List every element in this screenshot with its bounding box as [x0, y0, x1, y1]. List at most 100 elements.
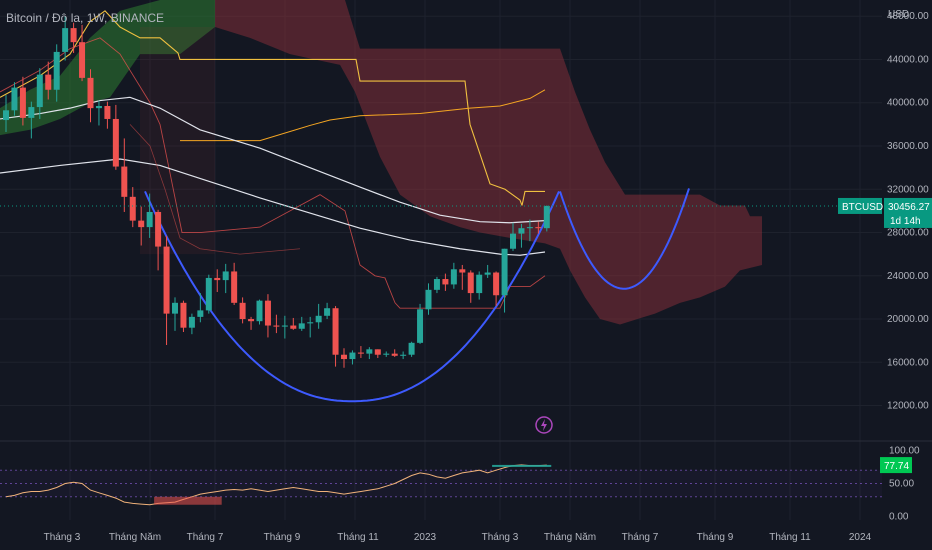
candle-body: [526, 227, 533, 229]
candle-body: [315, 315, 322, 323]
candle[interactable]: [493, 271, 500, 307]
candle[interactable]: [222, 263, 229, 294]
rsi-line: [5, 464, 547, 506]
candle[interactable]: [155, 209, 162, 271]
candle[interactable]: [129, 187, 136, 228]
candle[interactable]: [374, 349, 381, 358]
candle[interactable]: [231, 262, 238, 305]
candle[interactable]: [535, 221, 542, 234]
price-tick-label: 12000.00: [887, 401, 929, 412]
candle[interactable]: [417, 303, 424, 344]
candle[interactable]: [408, 341, 415, 357]
price-tag-text: 30456.27: [888, 202, 930, 213]
candle[interactable]: [70, 22, 77, 53]
candle[interactable]: [172, 297, 178, 331]
event-marker[interactable]: [535, 416, 553, 434]
price-tick-label: 36000.00: [887, 141, 929, 152]
candle[interactable]: [36, 68, 43, 119]
candle[interactable]: [138, 206, 145, 246]
candle[interactable]: [264, 294, 271, 338]
candle[interactable]: [307, 316, 314, 338]
candle[interactable]: [197, 293, 204, 323]
candle-body: [62, 28, 69, 52]
candle[interactable]: [324, 302, 331, 320]
candle[interactable]: [450, 262, 457, 289]
candle-body: [408, 342, 415, 355]
candle-body: [95, 105, 102, 109]
candle[interactable]: [332, 306, 339, 367]
candle[interactable]: [3, 95, 9, 132]
candle[interactable]: [248, 316, 255, 330]
candle[interactable]: [467, 270, 474, 303]
candle[interactable]: [510, 222, 516, 251]
candle[interactable]: [180, 300, 187, 333]
candle-body: [146, 211, 153, 228]
candle[interactable]: [205, 274, 212, 314]
candle[interactable]: [383, 351, 390, 357]
candle[interactable]: [87, 69, 94, 123]
candle[interactable]: [543, 205, 550, 232]
time-tick-label: Tháng 9: [264, 532, 301, 543]
price-tick-label: 16000.00: [887, 357, 929, 368]
candle[interactable]: [146, 193, 153, 238]
candle[interactable]: [11, 82, 18, 116]
candle[interactable]: [518, 223, 525, 248]
candle-body: [87, 77, 94, 109]
candle[interactable]: [45, 61, 52, 100]
candle-body: [366, 349, 373, 354]
candle[interactable]: [366, 347, 373, 360]
candle-body: [459, 269, 466, 273]
candle[interactable]: [349, 350, 356, 365]
osc-tag-text: 77.74: [884, 461, 909, 472]
candle[interactable]: [433, 276, 440, 294]
time-axis[interactable]: Tháng 3 Tháng Năm Tháng 7 Tháng 9 Tháng 11 20…: [44, 532, 872, 543]
candle-body: [450, 269, 457, 285]
candles[interactable]: [3, 16, 550, 368]
candle[interactable]: [290, 317, 297, 330]
candle[interactable]: [484, 264, 491, 278]
candle[interactable]: [459, 264, 466, 290]
candle[interactable]: [163, 235, 170, 345]
candle-body: [273, 325, 280, 327]
time-tick-label: Tháng 11: [769, 532, 811, 543]
candle[interactable]: [442, 273, 449, 291]
candle[interactable]: [188, 313, 195, 335]
candle[interactable]: [112, 104, 119, 170]
candle[interactable]: [273, 314, 280, 334]
candle[interactable]: [298, 316, 305, 331]
candle-body: [493, 272, 500, 296]
candle[interactable]: [476, 271, 483, 300]
candle[interactable]: [121, 138, 128, 212]
candle[interactable]: [281, 315, 288, 339]
candle-body: [543, 205, 550, 229]
candle-body: [197, 310, 204, 317]
candle-body: [138, 220, 145, 228]
lightning-glyph: [541, 419, 547, 431]
candle[interactable]: [357, 346, 364, 358]
candle[interactable]: [53, 44, 60, 102]
candle[interactable]: [315, 303, 322, 329]
candle-body: [374, 349, 381, 355]
candle[interactable]: [28, 101, 35, 139]
candle[interactable]: [391, 349, 398, 357]
candle[interactable]: [95, 100, 102, 126]
candle[interactable]: [214, 269, 221, 292]
candle[interactable]: [256, 299, 263, 325]
candle-body: [501, 248, 508, 296]
candle[interactable]: [501, 248, 508, 313]
candle[interactable]: [400, 351, 407, 360]
price-axis[interactable]: 12000.00 16000.00 20000.00 24000.00 28000.00…: [887, 11, 929, 522]
candle[interactable]: [104, 101, 111, 129]
candle[interactable]: [425, 283, 432, 315]
price-tick-label: 32000.00: [887, 184, 929, 195]
candle-body: [324, 308, 331, 316]
candle[interactable]: [79, 24, 86, 82]
cloud-green: [0, 0, 215, 136]
candle[interactable]: [62, 16, 69, 61]
candle[interactable]: [239, 297, 246, 324]
candle[interactable]: [526, 219, 533, 242]
candle[interactable]: [19, 76, 26, 126]
candle-body: [45, 74, 52, 90]
candle[interactable]: [341, 348, 347, 368]
